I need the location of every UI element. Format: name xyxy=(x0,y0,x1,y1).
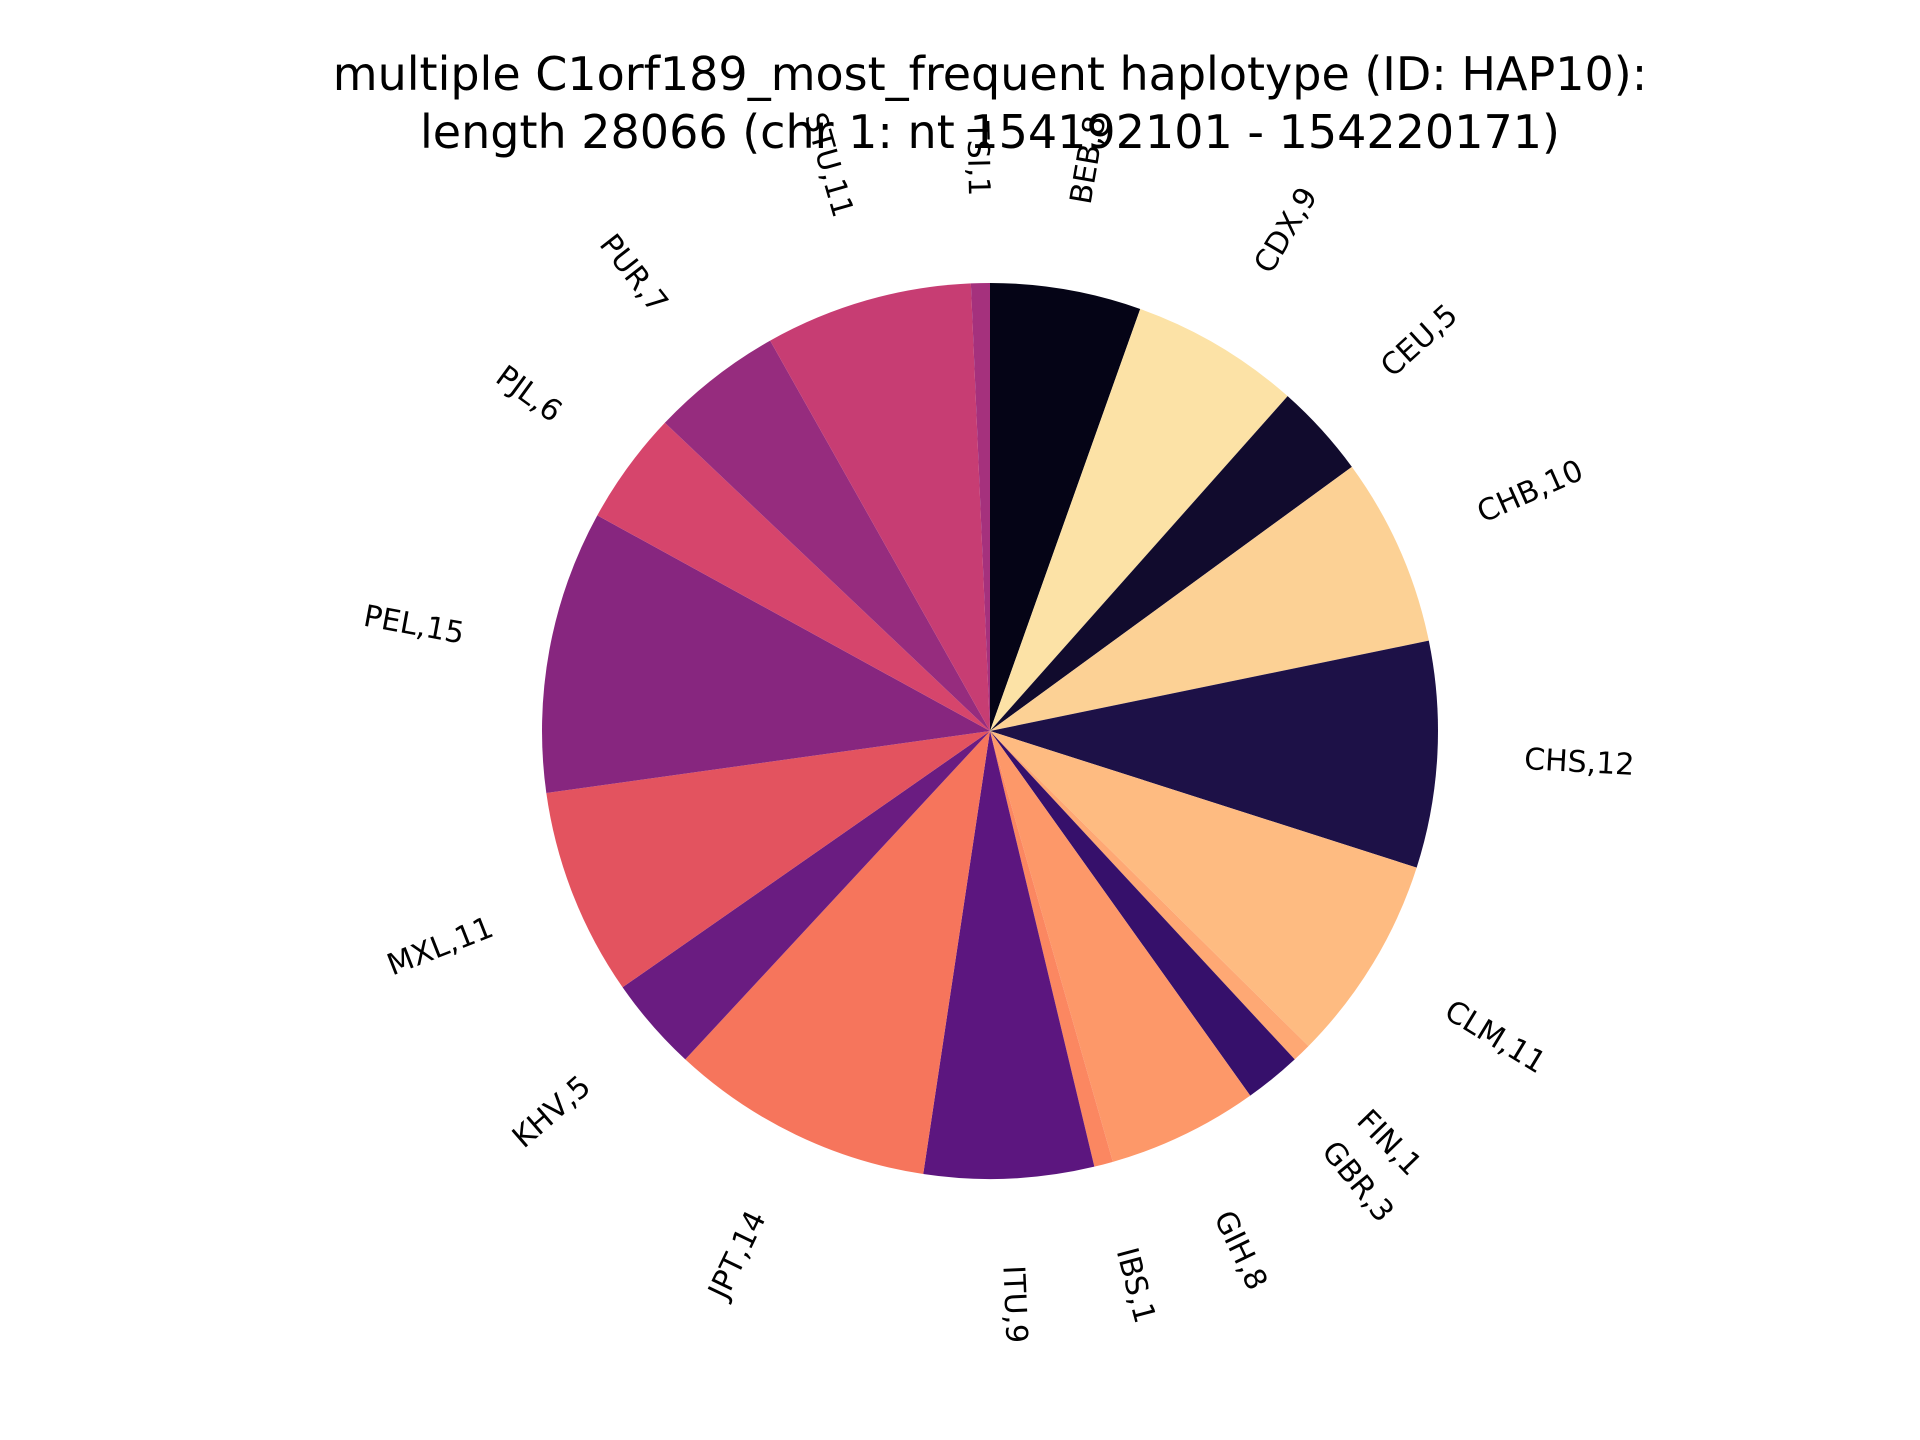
slice-label-pjl: PJL,6 xyxy=(489,359,568,430)
slice-label-tsi: TSI,1 xyxy=(959,120,996,197)
slice-label-khv: KHV,5 xyxy=(506,1069,598,1155)
pie-slice-chb xyxy=(990,466,1429,731)
pie-slice-clm xyxy=(990,731,1417,1047)
slice-label-chs: CHS,12 xyxy=(1523,742,1635,783)
pie-slice-stu xyxy=(770,283,990,731)
pie-slice-pel xyxy=(542,515,990,794)
pie-slices xyxy=(542,283,1439,1180)
pie-slice-chs xyxy=(990,640,1439,868)
slice-label-ceu: CEU,5 xyxy=(1374,298,1465,385)
slice-label-mxl: MXL,11 xyxy=(382,910,498,983)
pie-slice-ceu xyxy=(990,396,1352,731)
pie-slice-tsi xyxy=(970,283,990,731)
slice-label-cdx: CDX,9 xyxy=(1247,181,1325,279)
chart-title-line-2: length 28066 (chr 1: nt 154192101 - 1542… xyxy=(420,105,1560,159)
slice-label-jpt: JPT,14 xyxy=(701,1205,774,1306)
chart-title: multiple C1orf189_most_frequent haplotyp… xyxy=(333,47,1647,159)
pie-slice-pjl xyxy=(597,422,990,731)
slice-label-gih: GIH,8 xyxy=(1206,1205,1274,1295)
slice-label-clm: CLM,11 xyxy=(1438,993,1551,1081)
slice-label-chb: CHB,10 xyxy=(1472,453,1588,530)
pie-slice-khv xyxy=(622,731,990,1060)
pie-slice-gih xyxy=(990,731,1251,1162)
chart-title-line-1: multiple C1orf189_most_frequent haplotyp… xyxy=(333,47,1647,101)
pie-slice-ibs xyxy=(990,731,1113,1167)
pie-slice-gbr xyxy=(990,731,1295,1096)
slice-label-pur: PUR,7 xyxy=(592,228,675,320)
pie-slice-mxl xyxy=(546,731,990,988)
pie-slice-pur xyxy=(664,340,990,731)
slice-label-ibs: IBS,1 xyxy=(1109,1244,1162,1327)
pie-slice-beb xyxy=(990,283,1141,731)
slice-label-pel: PEL,15 xyxy=(361,599,467,652)
slice-label-itu: ITU,9 xyxy=(995,1265,1033,1344)
pie-slice-jpt xyxy=(685,731,990,1174)
pie-slice-cdx xyxy=(990,308,1288,731)
pie-slice-itu xyxy=(923,731,1095,1180)
pie-slice-fin xyxy=(990,731,1309,1060)
